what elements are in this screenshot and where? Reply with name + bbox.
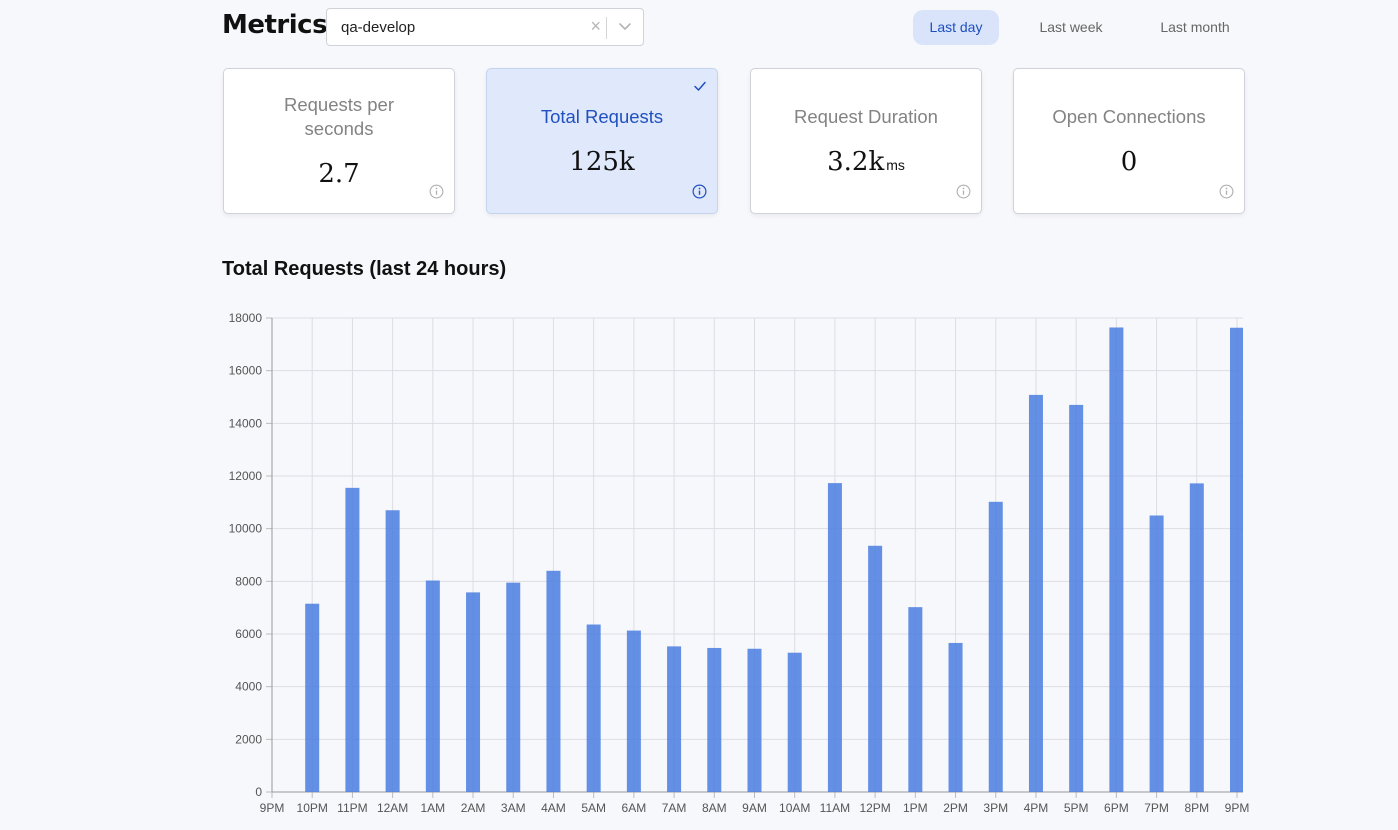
metric-card-title-line2: seconds xyxy=(304,118,374,139)
y-tick-label: 6000 xyxy=(235,627,262,641)
metric-card-value-text: 2.7 xyxy=(318,159,360,189)
y-tick-label: 8000 xyxy=(235,574,262,588)
info-icon[interactable] xyxy=(956,184,971,199)
chart-bar xyxy=(385,510,400,792)
metric-card-value-text: 125k xyxy=(569,147,635,177)
chart-bar xyxy=(868,545,883,792)
x-tick-label: 4AM xyxy=(541,801,566,815)
metric-card-title: Open Connections xyxy=(1052,106,1206,127)
x-tick-label: 1AM xyxy=(420,801,445,815)
x-tick-label: 11PM xyxy=(337,801,367,815)
metric-card-value-text: 0 xyxy=(1120,147,1138,177)
x-tick-label: 1PM xyxy=(903,801,928,815)
chart-bar xyxy=(1149,515,1164,792)
x-tick-label: 10PM xyxy=(297,801,328,815)
metric-card-title: Total Requests xyxy=(540,106,664,127)
chart-bar xyxy=(1230,327,1243,792)
chart-bar xyxy=(1189,483,1204,792)
x-tick-label: 7PM xyxy=(1144,801,1169,815)
check-icon xyxy=(694,81,706,91)
metric-card-total-requests[interactable]: Total Requests 125k xyxy=(486,68,718,214)
range-last-week-button[interactable]: Last week xyxy=(1039,19,1103,35)
chart-bar xyxy=(345,487,360,792)
chart-bar xyxy=(787,652,802,792)
chart-bar xyxy=(305,603,320,792)
x-tick-label: 5AM xyxy=(581,801,606,815)
x-tick-label: 4PM xyxy=(1024,801,1049,815)
chart-bar xyxy=(466,592,481,792)
info-icon[interactable] xyxy=(692,184,707,199)
x-tick-label: 5PM xyxy=(1064,801,1089,815)
chart-section-title: Total Requests (last 24 hours) xyxy=(222,258,507,280)
metric-card-open-connections[interactable]: Open Connections 0 xyxy=(1013,68,1245,214)
chevron-down-icon[interactable] xyxy=(617,18,633,34)
metric-card-title: Requests per seconds xyxy=(234,93,444,141)
metric-card-value: 0 xyxy=(1014,147,1244,177)
metric-card-request-duration[interactable]: Request Duration 3.2k ms xyxy=(750,68,982,214)
x-tick-label: 9PM xyxy=(260,801,285,815)
chart-bar xyxy=(1069,404,1084,792)
x-tick-label: 12AM xyxy=(377,801,408,815)
x-tick-label: 11AM xyxy=(820,801,850,815)
x-tick-label: 8PM xyxy=(1184,801,1209,815)
x-tick-label: 2PM xyxy=(943,801,968,815)
y-tick-label: 12000 xyxy=(229,469,263,483)
chart-bar xyxy=(586,624,601,792)
chart-bar xyxy=(1028,394,1043,792)
chart-bar xyxy=(707,647,722,792)
chart-bar xyxy=(546,570,561,792)
x-tick-label: 8AM xyxy=(702,801,727,815)
chart-bar xyxy=(908,607,923,792)
y-tick-label: 16000 xyxy=(229,364,263,378)
range-last-day-button[interactable]: Last day xyxy=(913,10,999,45)
y-tick-label: 10000 xyxy=(229,522,263,536)
range-last-month-button[interactable]: Last month xyxy=(1160,19,1230,35)
chart-bar xyxy=(948,642,963,792)
chart-bar xyxy=(1109,327,1124,792)
x-tick-label: 6AM xyxy=(622,801,647,815)
chart-bar xyxy=(667,646,682,792)
x-tick-label: 12PM xyxy=(859,801,890,815)
chart-bar xyxy=(626,630,641,792)
chart-bar xyxy=(425,580,440,792)
y-tick-label: 4000 xyxy=(235,680,262,694)
page-title: Metrics xyxy=(222,10,328,40)
x-tick-label: 10AM xyxy=(779,801,810,815)
chart-bar xyxy=(747,648,762,792)
close-icon[interactable]: × xyxy=(590,16,601,36)
select-divider xyxy=(606,17,607,39)
metric-card-title: Request Duration xyxy=(794,106,938,127)
environment-select-value: qa-develop xyxy=(341,19,416,36)
y-tick-label: 14000 xyxy=(229,416,263,430)
metric-card-value-text: 3.2k xyxy=(827,147,885,177)
chart-bar xyxy=(827,483,842,792)
chart-bar xyxy=(988,501,1003,792)
metric-card-unit: ms xyxy=(886,157,905,173)
metric-card-value: 3.2k ms xyxy=(751,147,981,177)
y-tick-label: 0 xyxy=(255,785,262,799)
info-icon[interactable] xyxy=(1219,184,1234,199)
x-tick-label: 9AM xyxy=(742,801,767,815)
x-tick-label: 3AM xyxy=(501,801,526,815)
x-tick-label: 2AM xyxy=(461,801,486,815)
x-tick-label: 7AM xyxy=(662,801,687,815)
metric-card-title-line1: Requests per xyxy=(283,94,395,115)
y-tick-label: 2000 xyxy=(235,732,262,746)
x-tick-label: 3PM xyxy=(983,801,1008,815)
y-tick-label: 18000 xyxy=(229,311,263,325)
metric-card-value: 125k xyxy=(487,147,717,177)
info-icon[interactable] xyxy=(429,184,444,199)
x-tick-label: 6PM xyxy=(1104,801,1129,815)
chart-bar xyxy=(506,582,521,792)
metric-card-value: 2.7 xyxy=(224,159,454,189)
x-tick-label: 9PM xyxy=(1225,801,1250,815)
environment-select[interactable]: qa-develop × xyxy=(326,8,644,46)
metric-card-requests-per-second[interactable]: Requests per seconds 2.7 xyxy=(223,68,455,214)
